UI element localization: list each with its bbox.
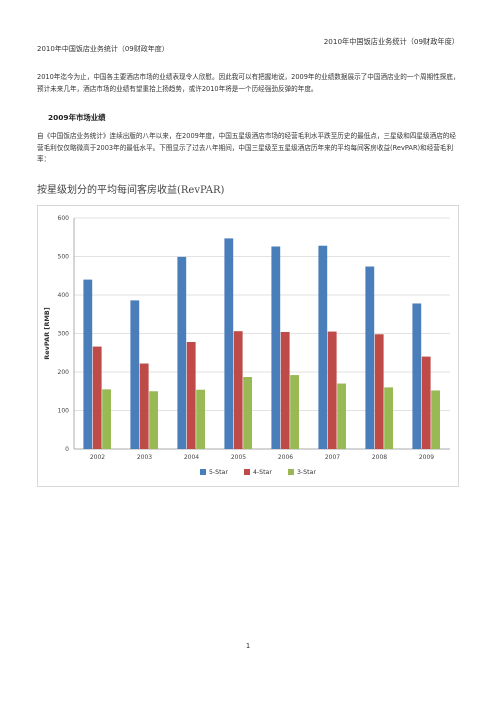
x-tick-labels: 2002 2003 2004 2005 2006 2007 2008 2009 [90, 454, 434, 461]
bar-3-star-2007 [337, 383, 346, 449]
legend-swatch-3-star [288, 469, 294, 475]
bar-3-star-2004 [196, 389, 205, 449]
bar-5-star-2008 [365, 266, 375, 449]
bar-4-star-2002 [92, 346, 102, 449]
bar-3-star-2009 [431, 390, 440, 449]
x-tick-label: 2003 [137, 454, 152, 461]
gridlines [73, 217, 450, 450]
bar-3-star-2005 [243, 377, 252, 449]
bar-4-star-2004 [186, 341, 196, 449]
bar-4-star-2008 [374, 334, 384, 449]
intro-paragraph: 2010年迄今为止，中国各主要酒店市场的业绩表现令人欣慰。因此我可以有把握地说，… [37, 73, 460, 93]
bar-4-star-2007 [327, 331, 337, 449]
x-tick-label: 2007 [325, 454, 340, 461]
x-tick-label: 2005 [231, 454, 246, 461]
y-tick-label: 0 [65, 446, 69, 453]
y-axis-label: RevPAR [RMB] [43, 307, 51, 360]
chart-title: 按星级划分的平均每间客房收益(RevPAR) [37, 185, 225, 196]
x-tick-label: 2008 [372, 454, 387, 461]
bar-5-star-2009 [412, 303, 422, 449]
y-tick-label: 200 [58, 369, 70, 376]
y-tick-label: 400 [58, 292, 70, 299]
x-tick-label: 2009 [419, 454, 434, 461]
page-number: 1 [245, 642, 251, 650]
legend: 5-Star 4-Star 3-Star [200, 469, 316, 476]
section-heading: 2009年市场业绩 [48, 113, 106, 122]
bar-5-star-2003 [130, 300, 140, 449]
y-tick-label: 600 [58, 215, 70, 222]
bar-3-star-2006 [290, 375, 299, 449]
bar-3-star-2002 [102, 389, 111, 449]
y-tick-labels: 0 100 200 300 400 500 600 [58, 215, 70, 453]
bar-4-star-2005 [233, 331, 243, 449]
bar-5-star-2004 [177, 256, 187, 449]
bar-4-star-2009 [421, 356, 431, 449]
legend-swatch-4-star [244, 469, 250, 475]
bar-3-star-2003 [149, 391, 158, 449]
bars [83, 238, 440, 449]
bar-3-star-2008 [384, 387, 393, 449]
bar-5-star-2005 [224, 238, 234, 449]
running-header: 2010年中国饭店业务统计（09财政年度） [323, 37, 459, 46]
y-tick-label: 100 [58, 408, 70, 415]
legend-label: 3-Star [297, 469, 316, 476]
bar-5-star-2002 [83, 279, 93, 449]
legend-label: 5-Star [209, 469, 228, 476]
x-tick-label: 2002 [90, 454, 105, 461]
document-title: 2010年中国饭店业务统计（09财政年度） [37, 45, 169, 53]
y-tick-label: 300 [58, 331, 70, 338]
body-paragraph: 自《中国饭店业务统计》连续出版的八年以来，在2009年度，中国五星级酒店市场的经… [37, 132, 456, 163]
bar-4-star-2003 [139, 363, 149, 449]
x-tick-label: 2004 [184, 454, 199, 461]
legend-label: 4-Star [253, 469, 272, 476]
bar-4-star-2006 [280, 331, 290, 449]
legend-swatch-5-star [200, 469, 206, 475]
bar-5-star-2007 [318, 245, 328, 449]
x-tick-label: 2006 [278, 454, 293, 461]
y-tick-label: 500 [58, 254, 70, 261]
bar-5-star-2006 [271, 246, 281, 449]
chart-frame: 0 100 200 300 400 500 600 RevPAR [RMB] 2002 200… [37, 205, 459, 487]
